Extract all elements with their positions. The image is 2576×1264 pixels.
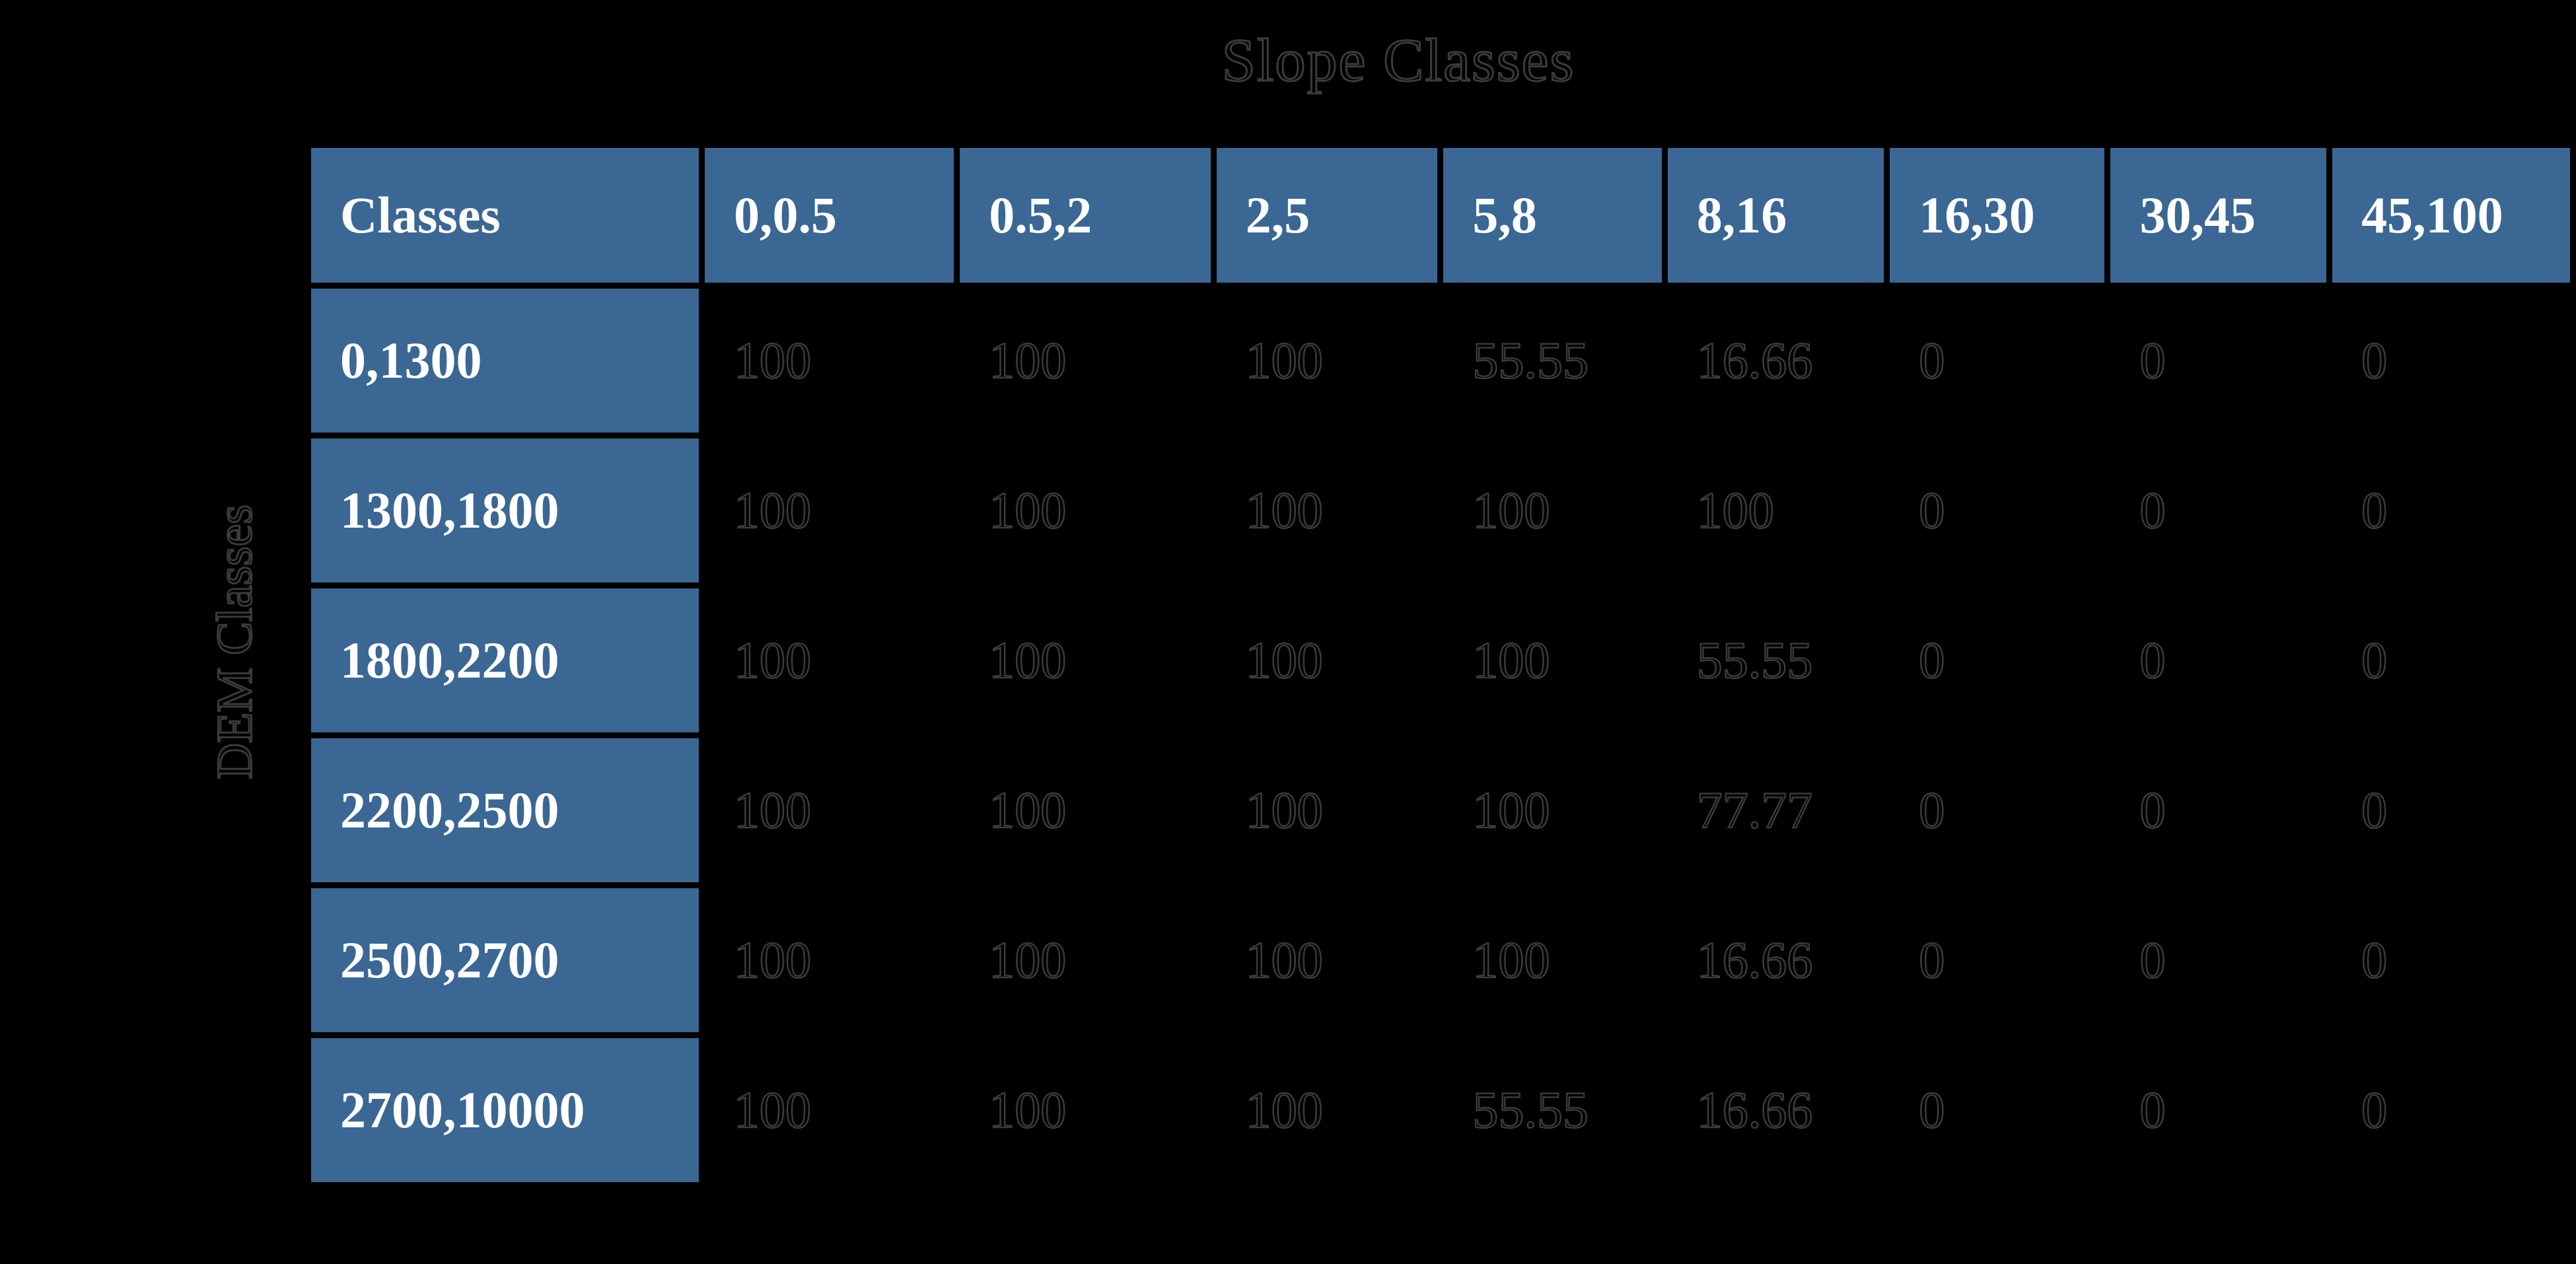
value-cell: 55.55 xyxy=(1437,1032,1668,1188)
value-cell: 100 xyxy=(954,283,1217,439)
value-cell: 100 xyxy=(698,283,960,439)
table-row: 2200,2500 100 100 100 100 77.77 0 0 0 xyxy=(305,732,2576,888)
table-row: 0,1300 100 100 100 55.55 16.66 0 0 0 xyxy=(305,283,2576,439)
value-cell: 100 xyxy=(1437,882,1668,1038)
value-cell: 16.66 xyxy=(1661,882,1890,1038)
table-header-row: Classes 0,0.5 0.5,2 2,5 5,8 8,16 16,30 30,45 45,… xyxy=(305,142,2576,289)
table-row: 1300,1800 100 100 100 100 100 0 0 0 xyxy=(305,433,2576,588)
value-cell: 55.55 xyxy=(1437,283,1668,439)
row-label-cell: 2200,2500 xyxy=(305,732,705,888)
value-cell: 100 xyxy=(1210,1032,1444,1188)
value-cell: 100 xyxy=(1210,882,1444,1038)
value-cell: 100 xyxy=(698,1032,960,1188)
value-cell: 100 xyxy=(954,433,1217,588)
value-cell: 100 xyxy=(698,582,960,738)
column-header-cell: 2,5 xyxy=(1210,142,1444,289)
value-cell: 16.66 xyxy=(1661,283,1890,439)
value-cell: 100 xyxy=(1210,283,1444,439)
value-cell: 100 xyxy=(954,882,1217,1038)
cross-tab-table: Classes 0,0.5 0.5,2 2,5 5,8 8,16 16,30 30,45 45,… xyxy=(305,142,2576,1188)
row-label-cell: 1800,2200 xyxy=(305,582,705,738)
value-cell: 100 xyxy=(954,582,1217,738)
value-cell: 0 xyxy=(1884,732,2111,888)
value-cell: 0 xyxy=(2104,283,2333,439)
value-cell: 100 xyxy=(1210,582,1444,738)
row-label-cell: 0,1300 xyxy=(305,283,705,439)
column-header-cell: 0,0.5 xyxy=(698,142,960,289)
row-label-cell: 1300,1800 xyxy=(305,433,705,588)
value-cell: 0 xyxy=(1884,1032,2111,1188)
value-cell: 0 xyxy=(2326,1032,2576,1188)
value-cell: 100 xyxy=(954,1032,1217,1188)
value-cell: 0 xyxy=(1884,582,2111,738)
value-cell: 0 xyxy=(2104,433,2333,588)
value-cell: 0 xyxy=(2104,732,2333,888)
value-cell: 100 xyxy=(1210,732,1444,888)
value-cell: 0 xyxy=(1884,433,2111,588)
table-row: 1800,2200 100 100 100 100 55.55 0 0 0 xyxy=(305,582,2576,738)
column-header-cell: Classes xyxy=(305,142,705,289)
value-cell: 100 xyxy=(1437,732,1668,888)
row-label-cell: 2500,2700 xyxy=(305,882,705,1038)
value-cell: 0 xyxy=(2326,582,2576,738)
column-header-cell: 45,100 xyxy=(2326,142,2576,289)
value-cell: 77.77 xyxy=(1661,732,1890,888)
value-cell: 0 xyxy=(1884,283,2111,439)
value-cell: 55.55 xyxy=(1661,582,1890,738)
value-cell: 100 xyxy=(1437,433,1668,588)
table-row: 2500,2700 100 100 100 100 16.66 0 0 0 xyxy=(305,882,2576,1038)
value-cell: 100 xyxy=(1210,433,1444,588)
value-cell: 100 xyxy=(698,882,960,1038)
column-header-cell: 16,30 xyxy=(1884,142,2111,289)
column-header-cell: 30,45 xyxy=(2104,142,2333,289)
value-cell: 100 xyxy=(698,433,960,588)
value-cell: 0 xyxy=(2326,882,2576,1038)
value-cell: 0 xyxy=(2326,283,2576,439)
value-cell: 16.66 xyxy=(1661,1032,1890,1188)
value-cell: 0 xyxy=(2104,582,2333,738)
value-cell: 100 xyxy=(1661,433,1890,588)
value-cell: 100 xyxy=(954,732,1217,888)
value-cell: 100 xyxy=(1437,582,1668,738)
row-axis-label: DEM Classes xyxy=(206,504,264,781)
value-cell: 100 xyxy=(698,732,960,888)
column-header-cell: 8,16 xyxy=(1661,142,1890,289)
table-row: 2700,10000 100 100 100 55.55 16.66 0 0 0 xyxy=(305,1032,2576,1188)
value-cell: 0 xyxy=(2104,1032,2333,1188)
row-label-cell: 2700,10000 xyxy=(305,1032,705,1188)
column-header-cell: 5,8 xyxy=(1437,142,1668,289)
value-cell: 0 xyxy=(2326,433,2576,588)
value-cell: 0 xyxy=(1884,882,2111,1038)
value-cell: 0 xyxy=(2104,882,2333,1038)
chart-title: Slope Classes xyxy=(1221,26,1575,95)
value-cell: 0 xyxy=(2326,732,2576,888)
column-header-cell: 0.5,2 xyxy=(954,142,1217,289)
